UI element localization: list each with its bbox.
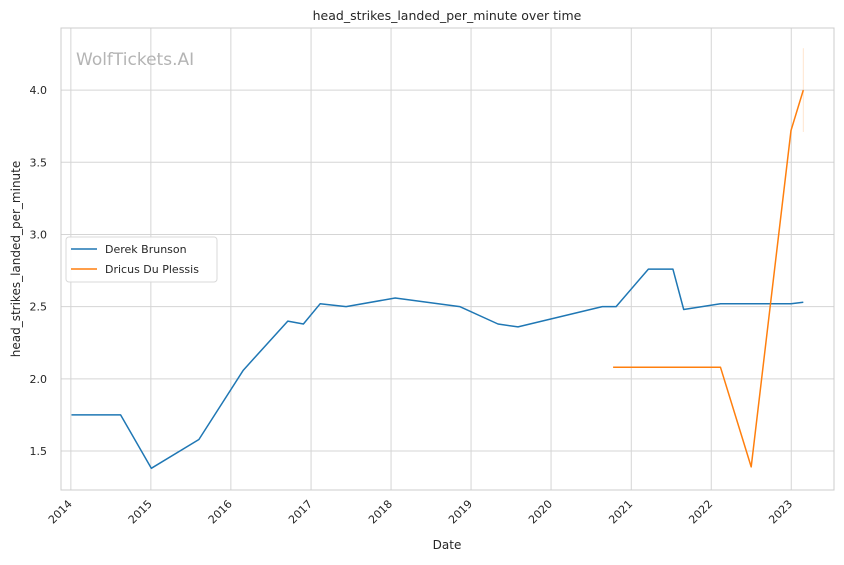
y-tick-label: 4.0 [30,84,48,97]
y-tick-label: 2.0 [30,373,48,386]
x-axis-label: Date [433,538,462,552]
legend-box [65,236,218,283]
grid [61,28,834,490]
series-layer [71,89,805,470]
series-line-dricus-du-plessis [613,89,805,468]
legend: Derek Brunson Dricus Du Plessis [65,236,218,283]
series-line-derek-brunson [71,268,804,470]
legend-label: Dricus Du Plessis [105,263,199,276]
y-tick-label: 3.0 [30,228,48,241]
legend-label: Derek Brunson [105,243,187,256]
y-tick-label: 2.5 [30,301,48,314]
chart-title: head_strikes_landed_per_minute over time [313,8,582,23]
y-tick-label: 3.5 [30,156,48,169]
plot-frame [60,27,835,491]
watermark: WolfTickets.AI [76,50,194,70]
y-tick-labels: 1.5 2.0 2.5 3.0 3.5 4.0 [30,84,48,458]
y-tick-label: 1.5 [30,445,48,458]
y-axis-label: head_strikes_landed_per_minute [9,161,23,358]
